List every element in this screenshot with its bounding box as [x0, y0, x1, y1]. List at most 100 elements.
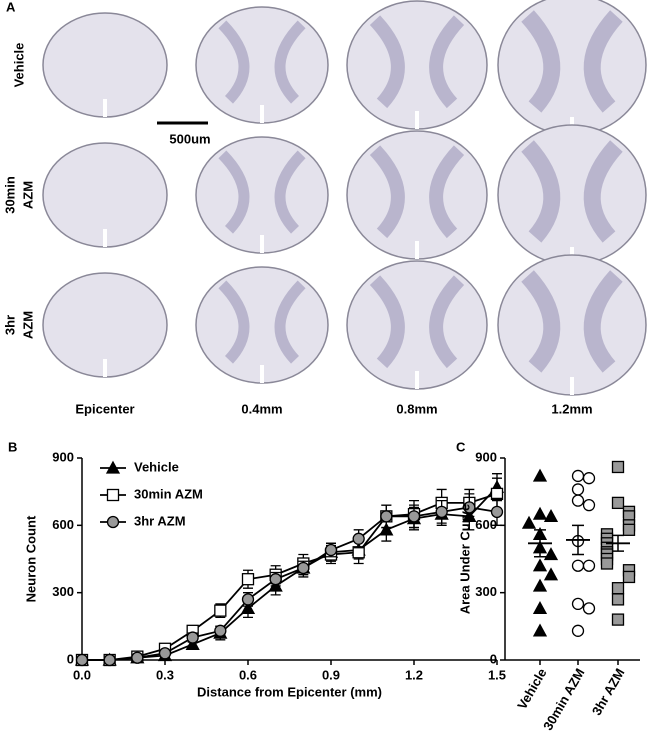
panel-label: C — [456, 439, 466, 454]
tissue-section — [497, 254, 647, 396]
series-line — [82, 493, 498, 661]
gray-matter — [218, 280, 306, 364]
y-tick-label: 300 — [52, 584, 74, 599]
column-label: Epicenter — [75, 401, 134, 416]
marker — [532, 558, 548, 572]
tissue-section — [346, 0, 488, 130]
y-tick-label: 900 — [52, 449, 74, 464]
y-axis-label: Neuron Count — [23, 515, 38, 602]
y-tick-label: 600 — [475, 517, 497, 532]
sem-bar — [612, 534, 624, 552]
marker — [240, 601, 256, 615]
x-tick-label: 0.3 — [156, 667, 174, 682]
marker — [611, 496, 625, 510]
tissue-section — [497, 124, 647, 266]
marker — [611, 613, 625, 626]
legend-label: Vehicle — [134, 459, 179, 474]
marker — [106, 488, 120, 502]
y-axis-label: Area Under Curve — [457, 504, 472, 615]
column-label: 1.2mm — [551, 401, 592, 416]
marker — [131, 651, 144, 664]
scale-bar-label: 500um — [169, 131, 210, 146]
marker — [463, 501, 476, 514]
row-label: 3hr — [2, 315, 17, 335]
marker — [241, 593, 255, 606]
gray-matter — [521, 140, 623, 243]
marker — [532, 601, 548, 615]
marker — [532, 578, 548, 592]
legend-label: 30min AZM — [134, 486, 203, 501]
y-tick-label: 900 — [475, 449, 497, 464]
marker — [611, 593, 625, 606]
y-tick-label: 0 — [67, 651, 74, 666]
marker — [75, 653, 89, 667]
row-label: AZM — [20, 181, 35, 209]
gray-matter — [521, 10, 623, 113]
marker — [214, 604, 227, 617]
marker — [105, 460, 121, 474]
marker — [380, 510, 393, 523]
marker — [571, 494, 585, 507]
marker — [352, 532, 365, 545]
gray-matter — [369, 15, 465, 109]
marker — [158, 647, 172, 660]
marker — [435, 505, 448, 519]
gray-matter — [369, 145, 465, 239]
marker — [571, 624, 585, 637]
marker — [241, 573, 255, 586]
x-tick-label: 0.6 — [239, 667, 257, 682]
marker — [186, 631, 199, 644]
marker — [521, 515, 537, 529]
marker — [532, 468, 548, 482]
x-tick-label: 3hr AZM — [589, 666, 628, 718]
sem-bar — [572, 524, 584, 556]
marker — [543, 547, 559, 561]
tissue-section — [346, 130, 488, 260]
x-tick-label: 0.9 — [322, 667, 340, 682]
marker — [214, 624, 227, 637]
marker — [324, 543, 338, 557]
marker — [582, 472, 596, 485]
marker — [571, 483, 585, 496]
marker — [103, 653, 116, 667]
series-line — [82, 506, 498, 661]
marker — [543, 567, 559, 581]
x-tick-label: 1.2 — [405, 667, 423, 682]
marker — [532, 506, 548, 520]
marker — [407, 510, 421, 523]
marker — [622, 523, 636, 536]
marker — [611, 460, 625, 474]
marker — [543, 508, 559, 523]
gray-matter — [369, 275, 465, 369]
y-tick-label: 600 — [52, 517, 74, 532]
sem-bar — [534, 529, 546, 558]
marker — [571, 597, 585, 611]
gray-matter — [218, 20, 306, 104]
gray-matter — [218, 150, 306, 234]
column-label: 0.4mm — [241, 401, 282, 416]
marker — [185, 636, 200, 650]
marker — [379, 522, 394, 536]
marker — [622, 570, 636, 584]
x-tick-label: Vehicle — [514, 666, 549, 712]
marker — [269, 573, 282, 586]
marker — [106, 515, 120, 529]
marker — [582, 602, 596, 615]
legend-label: 3hr AZM — [134, 513, 186, 528]
x-tick-label: 1.5 — [488, 667, 506, 682]
marker — [582, 559, 596, 572]
tissue-section — [346, 260, 488, 390]
row-label: 30min — [2, 176, 17, 214]
column-label: 0.8mm — [396, 401, 437, 416]
panel-label: B — [8, 439, 17, 454]
row-label: AZM — [20, 311, 35, 339]
panel-label: A — [6, 0, 16, 14]
y-tick-label: 0 — [490, 651, 497, 666]
marker — [490, 505, 504, 519]
gray-matter — [521, 270, 623, 373]
marker — [600, 557, 614, 570]
series-line — [82, 486, 498, 661]
marker — [532, 623, 548, 637]
marker — [571, 559, 585, 572]
